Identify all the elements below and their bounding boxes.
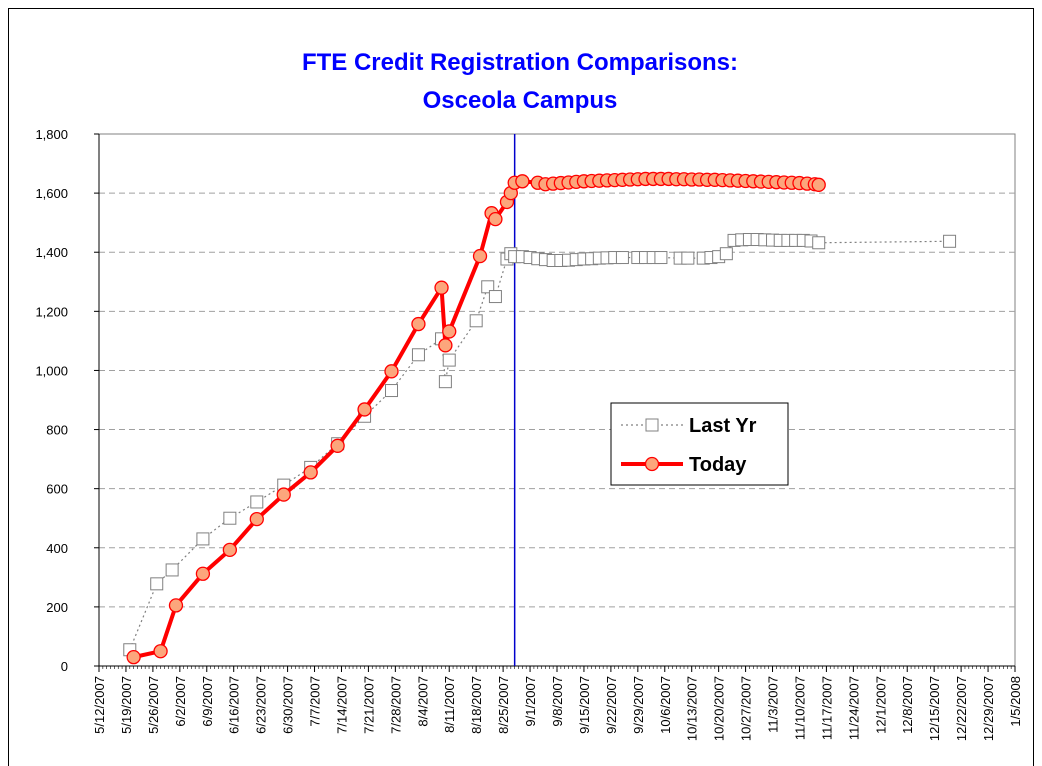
x-tick-label: 9/29/2007	[631, 676, 646, 734]
legend-label: Today	[689, 454, 747, 476]
y-tick-label: 1,400	[35, 245, 68, 260]
y-tick-label: 400	[46, 541, 68, 556]
x-tick-label: 11/24/2007	[846, 676, 861, 740]
x-tick-label: 5/19/2007	[119, 676, 134, 734]
x-tick-label: 5/26/2007	[146, 676, 161, 734]
data-point	[384, 364, 399, 379]
x-tick-label: 9/15/2007	[577, 676, 592, 734]
x-tick-label: 6/16/2007	[227, 676, 242, 734]
x-tick-label: 9/1/2007	[523, 676, 538, 727]
data-point	[411, 348, 425, 362]
x-tick-label: 10/6/2007	[658, 676, 673, 734]
data-point	[472, 248, 488, 264]
data-point	[615, 251, 629, 265]
data-point	[303, 465, 318, 480]
x-tick-label: 6/9/2007	[200, 676, 215, 727]
x-tick-label: 12/1/2007	[873, 676, 888, 734]
x-tick-label: 11/17/2007	[819, 676, 834, 740]
data-point	[168, 598, 184, 613]
x-tick-label: 6/23/2007	[254, 676, 269, 734]
data-point	[481, 280, 495, 294]
x-tick-label: 9/8/2007	[550, 676, 565, 727]
x-tick-label: 11/10/2007	[792, 676, 807, 740]
x-tick-label: 7/7/2007	[308, 676, 323, 727]
data-point	[811, 177, 826, 192]
data-point	[223, 511, 237, 525]
data-point	[943, 234, 957, 248]
y-tick-label: 1,200	[35, 304, 68, 319]
data-point	[442, 353, 456, 367]
x-tick-label: 12/22/2007	[954, 676, 969, 741]
data-point	[250, 495, 264, 509]
x-tick-label: 6/30/2007	[281, 676, 296, 734]
x-tick-label: 12/8/2007	[900, 676, 915, 734]
x-tick-label: 7/14/2007	[334, 676, 349, 734]
data-point	[719, 247, 733, 261]
data-point	[165, 563, 179, 577]
legend-marker	[644, 456, 660, 472]
data-point	[249, 511, 264, 527]
x-tick-label: 10/13/2007	[685, 676, 700, 741]
legend-label: Last Yr	[689, 415, 757, 437]
y-tick-label: 0	[61, 659, 68, 674]
x-tick-label: 9/22/2007	[604, 676, 619, 734]
data-point	[195, 566, 211, 581]
data-point	[385, 384, 399, 398]
plot-area	[98, 133, 1016, 667]
y-tick-label: 1,800	[35, 127, 68, 142]
x-tick-label: 7/28/2007	[388, 676, 403, 734]
data-point	[438, 338, 453, 353]
chart-title: Osceola Campus	[423, 87, 618, 114]
x-tick-label: 6/2/2007	[173, 676, 188, 727]
y-tick-label: 200	[46, 600, 68, 615]
x-tick-label: 10/27/2007	[739, 676, 754, 741]
data-point	[469, 314, 483, 328]
data-point	[126, 649, 141, 665]
chart-title: FTE Credit Registration Comparisons:	[302, 49, 738, 76]
data-point	[330, 438, 345, 453]
data-point	[276, 487, 291, 502]
y-tick-label: 1,000	[35, 363, 68, 378]
data-point	[654, 251, 668, 265]
data-point	[681, 251, 695, 265]
x-tick-label: 11/3/2007	[766, 676, 781, 733]
y-tick-label: 800	[46, 423, 68, 438]
data-point	[150, 577, 164, 591]
data-point	[442, 324, 457, 339]
data-point	[357, 402, 372, 417]
x-tick-label: 1/5/2008	[1008, 676, 1023, 727]
x-tick-label: 8/4/2007	[415, 676, 430, 727]
data-point	[515, 174, 530, 189]
data-point	[196, 532, 210, 546]
legend-box	[610, 402, 789, 486]
x-tick-label: 10/20/2007	[712, 676, 727, 741]
legend-marker	[645, 418, 659, 432]
x-tick-label: 5/12/2007	[92, 676, 107, 734]
y-tick-label: 600	[46, 482, 68, 497]
data-point	[411, 316, 426, 332]
data-point	[812, 236, 826, 250]
data-point	[488, 211, 503, 227]
x-tick-label: 8/18/2007	[469, 676, 484, 734]
x-tick-label: 7/21/2007	[361, 676, 376, 734]
x-tick-label: 12/15/2007	[927, 676, 942, 741]
x-tick-label: 8/25/2007	[496, 676, 511, 734]
y-tick-label: 1,600	[35, 186, 68, 201]
data-point	[153, 644, 168, 659]
data-point	[488, 290, 502, 304]
x-tick-label: 8/11/2007	[442, 676, 457, 733]
data-point	[222, 542, 238, 557]
data-point	[438, 375, 452, 389]
data-point	[434, 280, 449, 295]
x-tick-label: 12/29/2007	[981, 676, 996, 741]
